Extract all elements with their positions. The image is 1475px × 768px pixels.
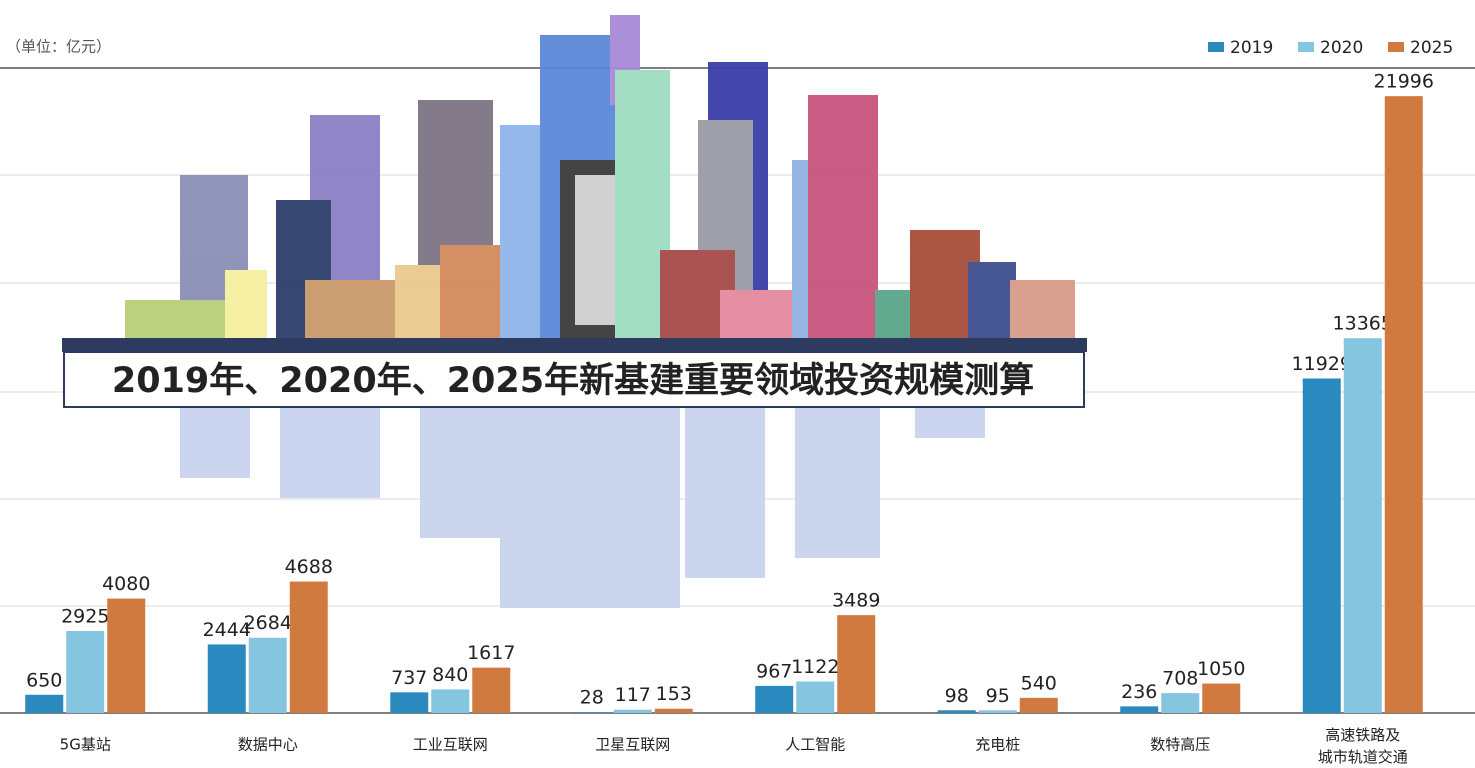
city-illustration bbox=[125, 15, 1075, 608]
value-label: 3489 bbox=[832, 590, 880, 612]
bar bbox=[1384, 96, 1423, 714]
bar bbox=[472, 667, 511, 713]
value-label: 11929 bbox=[1292, 353, 1352, 375]
bar bbox=[431, 689, 470, 713]
bar bbox=[572, 712, 611, 713]
value-label: 2444 bbox=[203, 619, 251, 641]
bar bbox=[289, 581, 328, 713]
value-label: 1050 bbox=[1197, 658, 1245, 680]
x-tick-label: 数特高压 bbox=[1150, 736, 1210, 754]
value-label: 13365 bbox=[1333, 313, 1393, 335]
bar bbox=[1120, 706, 1159, 713]
title-banner bbox=[62, 338, 1087, 408]
bar bbox=[1202, 683, 1241, 713]
bar bbox=[837, 615, 876, 713]
bar bbox=[1019, 697, 1058, 713]
value-label: 4080 bbox=[102, 573, 150, 595]
bar bbox=[613, 709, 652, 713]
x-tick-label: 充电桩 bbox=[975, 736, 1020, 754]
x-tick-label: 数据中心 bbox=[238, 736, 298, 754]
value-label: 2684 bbox=[244, 612, 292, 634]
value-label: 1122 bbox=[791, 656, 839, 678]
value-label: 1617 bbox=[467, 642, 515, 664]
bar bbox=[107, 598, 146, 713]
value-label: 4688 bbox=[285, 556, 333, 578]
bar bbox=[248, 637, 287, 713]
x-tick-label: 高速铁路及城市轨道交通 bbox=[1318, 726, 1408, 766]
bar bbox=[654, 708, 693, 713]
value-label: 840 bbox=[432, 664, 468, 686]
x-tick-label: 5G基站 bbox=[60, 736, 111, 754]
unit-note: （单位：亿元） bbox=[6, 38, 111, 56]
value-label: 967 bbox=[756, 660, 792, 682]
bar bbox=[796, 681, 835, 713]
x-tick-label: 人工智能 bbox=[785, 736, 845, 754]
value-label: 21996 bbox=[1374, 71, 1434, 93]
legend-swatch bbox=[1298, 42, 1314, 52]
bar bbox=[978, 710, 1017, 713]
value-label: 153 bbox=[656, 683, 692, 705]
legend-swatch bbox=[1208, 42, 1224, 52]
bar bbox=[207, 644, 246, 713]
value-label: 650 bbox=[26, 669, 62, 691]
legend-label: 2020 bbox=[1320, 38, 1363, 58]
bar bbox=[755, 685, 794, 713]
bar bbox=[937, 710, 976, 713]
x-tick-label: 工业互联网 bbox=[413, 736, 488, 754]
legend-label: 2025 bbox=[1410, 38, 1453, 58]
bar bbox=[25, 694, 64, 713]
value-label: 737 bbox=[391, 667, 427, 689]
chart-title: 2019年、2020年、2025年新基建重要领域投资规模测算 bbox=[112, 361, 1034, 401]
bar bbox=[1161, 693, 1200, 713]
value-label: 117 bbox=[615, 684, 651, 706]
bar bbox=[1343, 338, 1382, 713]
value-label: 2925 bbox=[61, 605, 109, 627]
value-label: 540 bbox=[1021, 672, 1057, 694]
legend-label: 2019 bbox=[1230, 38, 1273, 58]
bar bbox=[1302, 378, 1341, 713]
reflection bbox=[180, 408, 985, 608]
value-label: 98 bbox=[945, 685, 969, 707]
value-label: 28 bbox=[580, 687, 604, 709]
legend-swatch bbox=[1388, 42, 1404, 52]
bar bbox=[390, 692, 429, 713]
x-tick-label: 卫星互联网 bbox=[595, 736, 670, 754]
bar bbox=[66, 630, 105, 713]
value-label: 236 bbox=[1121, 681, 1157, 703]
value-label: 95 bbox=[986, 685, 1010, 707]
value-label: 708 bbox=[1162, 668, 1198, 690]
